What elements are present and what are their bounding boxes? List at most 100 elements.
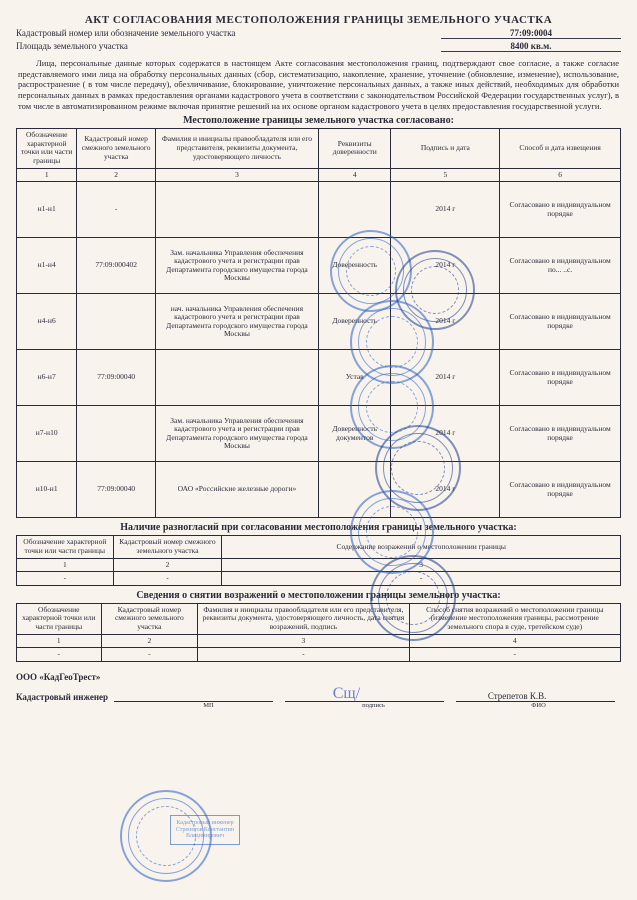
t2-n2: 2 — [113, 558, 222, 572]
cell-fio: Зам. начальника Управления обеспечения к… — [155, 238, 318, 294]
main-header-row: Обозначение характерной точки или части … — [17, 129, 621, 169]
cad-label: Кадастровый номер или обозначение земель… — [16, 28, 441, 39]
area-value: 8400 кв.м. — [441, 41, 621, 52]
num-2: 2 — [77, 168, 156, 182]
cap-fio: ФИО — [456, 702, 621, 709]
cell-dov: Доверенность документов — [318, 406, 390, 462]
cell-date: 2014 г — [391, 406, 500, 462]
cell-cad: - — [77, 182, 156, 238]
cad-value: 77:09:0004 — [441, 28, 621, 39]
t3-b: - — [101, 648, 198, 662]
engineer-name: Стрепетов К.В. — [488, 691, 547, 701]
t3-numrow: 1 2 3 4 — [17, 634, 621, 648]
cell-cad — [77, 406, 156, 462]
col-sign: Подпись и дата — [391, 129, 500, 169]
preamble-text: Лица, персональные данные которых содерж… — [18, 58, 619, 111]
cell-dov — [318, 182, 390, 238]
table-row: н7-н10Зам. начальника Управления обеспеч… — [17, 406, 621, 462]
t2-c3: Содержание возражений о местоположении г… — [222, 536, 621, 558]
caption-row: МП подпись ФИО — [16, 702, 621, 709]
num-3: 3 — [155, 168, 318, 182]
table-row: н4-н6 нач. начальника Управления обеспече… — [17, 294, 621, 350]
engineer-row: Кадастровый инженер Сщ/ Стрепетов К.В. — [16, 686, 621, 702]
t3-a: - — [17, 648, 102, 662]
cell-date: 2014 г — [391, 238, 500, 294]
num-1: 1 — [17, 168, 77, 182]
cell-cad: 77:09:000402 — [77, 238, 156, 294]
t2-c1: Обозначение характерной точки или части … — [17, 536, 114, 558]
col-cadnum: Кадастровый номер смежного земельного уч… — [77, 129, 156, 169]
t3-c3: Фамилия и инициалы правообладателя или е… — [198, 603, 409, 634]
area-label: Площадь земельного участка — [16, 41, 441, 52]
cell-notice: Согласовано в индивидуальном порядке — [500, 294, 621, 350]
t3-c1: Обозначение характерной точки или части … — [17, 603, 102, 634]
t2-c: - — [222, 572, 621, 586]
org-name: ООО «КадГеоТрест» — [16, 672, 621, 682]
stamp-icon — [120, 790, 212, 882]
cell-dov: Доверенность — [318, 238, 390, 294]
col-fio: Фамилия и инициалы правообладателя или е… — [155, 129, 318, 169]
t2-row: - - - — [17, 572, 621, 586]
section1-title: Местоположение границы земельного участк… — [16, 115, 621, 126]
col-point: Обозначение характерной точки или части … — [17, 129, 77, 169]
cell-date: 2014 г — [391, 294, 500, 350]
cap-sig: подпись — [291, 702, 456, 709]
cell-date: 2014 г — [391, 350, 500, 406]
fio-line: Стрепетов К.В. — [456, 686, 615, 702]
sig-line: Сщ/ — [285, 686, 444, 702]
cell-fio — [155, 182, 318, 238]
t3-n3: 3 — [198, 634, 409, 648]
cell-notice: Согласовано в индивидуальном порядке — [500, 182, 621, 238]
num-6: 6 — [500, 168, 621, 182]
cell-pt: н4-н6 — [17, 294, 77, 350]
num-4: 4 — [318, 168, 390, 182]
t2-n3: 3 — [222, 558, 621, 572]
section2-title: Наличие разногласий при согласовании мес… — [16, 522, 621, 533]
t3-c2: Кадастровый номер смежного земельного уч… — [101, 603, 198, 634]
cell-notice: Согласовано в индивидуальном порядке — [500, 462, 621, 518]
cell-pt: н6-н7 — [17, 350, 77, 406]
cell-notice: Согласовано в индивидуальном по... ..с. — [500, 238, 621, 294]
t3-n4: 4 — [409, 634, 620, 648]
mp-line — [114, 686, 273, 702]
cell-pt: н10-н1 — [17, 462, 77, 518]
disagree-table: Обозначение характерной точки или части … — [16, 535, 621, 586]
cell-notice: Согласовано в индивидуальном порядке — [500, 406, 621, 462]
cap-mp: МП — [126, 702, 291, 709]
col-notice: Способ и дата извещения — [500, 129, 621, 169]
t2-numrow: 1 2 3 — [17, 558, 621, 572]
area-row: Площадь земельного участка 8400 кв.м. — [16, 41, 621, 52]
cell-cad: 77:09:00040 — [77, 350, 156, 406]
t3-d: - — [409, 648, 620, 662]
cell-pt: н7-н10 — [17, 406, 77, 462]
table-row: н1-н477:09:000402Зам. начальника Управле… — [17, 238, 621, 294]
doc-title: АКТ СОГЛАСОВАНИЯ МЕСТОПОЛОЖЕНИЯ ГРАНИЦЫ … — [16, 14, 621, 26]
engineer-label: Кадастровый инженер — [16, 692, 108, 702]
t2-header: Обозначение характерной точки или части … — [17, 536, 621, 558]
table-row: н10-н177:09:00040ОАО «Российские железны… — [17, 462, 621, 518]
t3-n2: 2 — [101, 634, 198, 648]
cell-fio: нач. начальника Управления обеспечения к… — [155, 294, 318, 350]
section3-title: Сведения о снятии возражений о местополо… — [16, 590, 621, 601]
cell-date: 2014 г — [391, 182, 500, 238]
cell-fio: ОАО «Российские железные дороги» — [155, 462, 318, 518]
cell-dov — [318, 462, 390, 518]
t3-c4: Способ снятия возражений о местоположени… — [409, 603, 620, 634]
main-table: Обозначение характерной точки или части … — [16, 128, 621, 518]
t2-c2: Кадастровый номер смежного земельного уч… — [113, 536, 222, 558]
col-dov: Реквизиты доверенности — [318, 129, 390, 169]
cell-dov: Устав — [318, 350, 390, 406]
footer: ООО «КадГеоТрест» Кадастровый инженер Сщ… — [16, 672, 621, 709]
num-5: 5 — [391, 168, 500, 182]
cell-pt: н1-н4 — [17, 238, 77, 294]
cell-dov: Доверенность — [318, 294, 390, 350]
cell-notice: Согласовано в индивидуальном порядке — [500, 350, 621, 406]
cell-fio — [155, 350, 318, 406]
cell-cad: 77:09:00040 — [77, 462, 156, 518]
main-numrow: 1 2 3 4 5 6 — [17, 168, 621, 182]
stamp-box: Кадастровый инженер Стрепетов Константин… — [170, 815, 240, 845]
cadastral-row: Кадастровый номер или обозначение земель… — [16, 28, 621, 39]
cell-cad — [77, 294, 156, 350]
removal-table: Обозначение характерной точки или части … — [16, 603, 621, 662]
t3-header: Обозначение характерной точки или части … — [17, 603, 621, 634]
